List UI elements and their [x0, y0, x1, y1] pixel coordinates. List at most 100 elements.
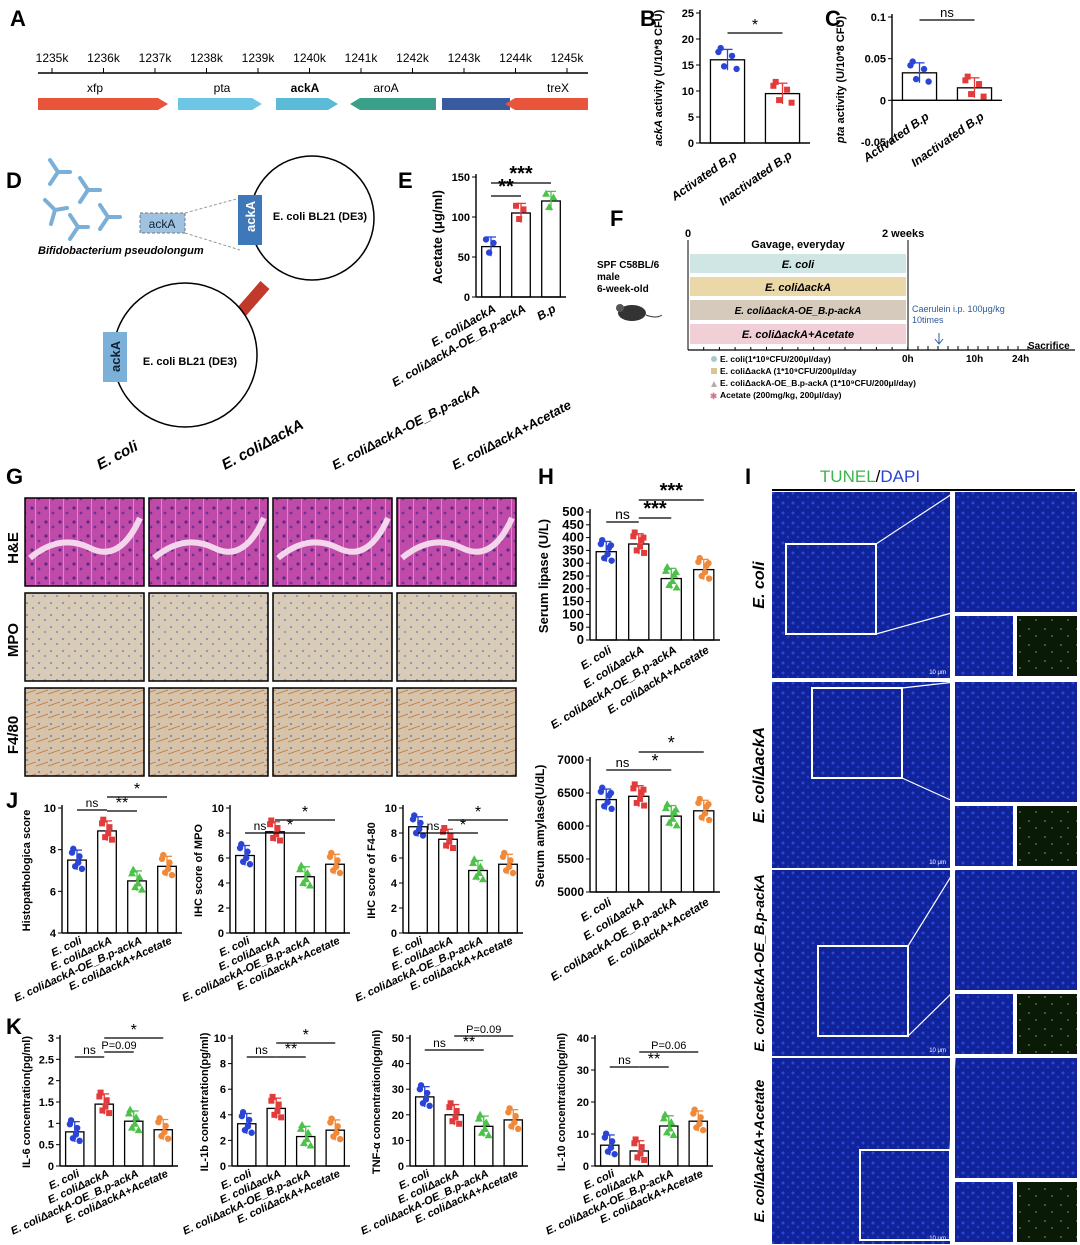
genome-tick-label: 1242k — [396, 51, 430, 65]
data-point — [476, 1110, 485, 1118]
y-tick-label: 0 — [464, 292, 470, 304]
y-tick-label: 8 — [218, 828, 224, 840]
data-point — [328, 849, 335, 857]
data-point — [962, 77, 969, 84]
mouse-icon — [616, 304, 663, 321]
svg-text:✱: ✱ — [710, 391, 718, 401]
significance-label: * — [668, 733, 675, 753]
data-point — [333, 863, 340, 870]
host-label-bottom: E. coli BL21 (DE3) — [143, 356, 237, 368]
y-tick-label: 4 — [220, 1110, 227, 1122]
category-label: E. coliΔackA-OE_B.p-ackA — [549, 896, 679, 983]
data-point — [663, 563, 672, 571]
data-point — [134, 1126, 143, 1134]
host-label-top: E. coli BL21 (DE3) — [273, 211, 367, 223]
y-tick-label: 40 — [392, 1059, 404, 1071]
data-point — [631, 781, 638, 788]
y-tick-label: 25 — [682, 8, 694, 20]
data-point — [474, 1114, 483, 1122]
tunel-channel-image — [1017, 806, 1077, 866]
tissue-septum — [400, 516, 515, 561]
category-label: B.p — [534, 301, 558, 323]
data-point — [717, 44, 724, 52]
data-point — [102, 834, 109, 841]
scale-bar-label: 10 μm — [929, 1236, 946, 1242]
group-bar-4 — [690, 324, 906, 344]
y-axis-label: IL-6 concentration(pg/ml) — [21, 1036, 33, 1168]
panel-letter-e: E — [398, 168, 413, 193]
gene-label: pta — [214, 81, 231, 95]
data-point — [441, 825, 448, 831]
data-point — [447, 1100, 454, 1107]
group-bar-label-1: E. coli — [782, 259, 815, 271]
y-tick-label: 10 — [392, 1135, 404, 1147]
y-tick-label: 0.1 — [871, 12, 886, 24]
data-point — [271, 1111, 278, 1118]
data-point — [607, 542, 615, 549]
data-point — [506, 863, 513, 870]
y-tick-label: 10 — [385, 803, 397, 815]
regimen-legend: E. coli(1*10⁹CFU/200μl/day) E. coliΔackA… — [710, 354, 916, 401]
bacteria-icon-cluster — [43, 158, 122, 241]
significance-label: ** — [463, 1034, 475, 1051]
bar — [511, 212, 531, 298]
svg-text:E. coli(1*10⁹CFU/200μl/day): E. coli(1*10⁹CFU/200μl/day) — [720, 354, 831, 364]
data-point — [99, 1107, 106, 1114]
significance-label: * — [131, 1022, 137, 1039]
data-point — [506, 1105, 513, 1112]
group-bar-label-2: E. coliΔackA — [765, 282, 831, 294]
y-tick-label: 0 — [398, 1161, 404, 1173]
data-point — [336, 1135, 344, 1143]
tissue-septum — [152, 516, 267, 561]
data-point — [278, 1114, 285, 1121]
data-point — [607, 789, 615, 797]
data-point — [641, 549, 648, 556]
data-point — [604, 799, 611, 806]
data-point — [912, 75, 920, 83]
timeline-t0: 0 — [685, 228, 691, 240]
data-point — [691, 1106, 698, 1113]
significance-label: ** — [285, 1041, 297, 1058]
data-point — [273, 831, 280, 838]
data-point — [76, 853, 83, 860]
data-point — [668, 814, 677, 822]
data-point — [156, 1115, 163, 1122]
tunel-row-label: E. coliΔackA-OE_B.p-ackA — [751, 874, 767, 1051]
data-point — [106, 1110, 113, 1117]
significance-label: ns — [616, 755, 630, 770]
significance-label: * — [287, 817, 293, 834]
data-point — [162, 1122, 169, 1130]
tunel-image-zoom — [955, 870, 1077, 990]
data-point — [604, 551, 611, 558]
data-point — [477, 1128, 486, 1136]
y-tick-label: 5500 — [557, 852, 584, 866]
svg-text:E. coliΔackA (1*10⁹CFU/200μl/d: E. coliΔackA (1*10⁹CFU/200μl/day — [720, 366, 857, 376]
y-axis-label: IHC score of F4-80 — [366, 822, 378, 919]
data-point — [696, 554, 703, 562]
data-point — [248, 1129, 255, 1136]
data-point — [633, 547, 640, 554]
genome-tick-label: 1238k — [190, 51, 224, 65]
data-point — [728, 52, 736, 60]
mouse-description: SPF C58BL/6 male 6-week-old — [597, 260, 660, 295]
y-tick-label: 100 — [562, 606, 584, 621]
panel-letter-f: F — [610, 206, 623, 231]
data-point — [303, 869, 312, 876]
significance-label: P=0.09 — [101, 1040, 136, 1052]
y-tick-label: 0 — [48, 1161, 54, 1173]
bacterium-name: Bifidobacterium pseudolongum — [38, 245, 204, 257]
y-tick-label: 6 — [220, 1084, 226, 1096]
data-point — [440, 828, 447, 835]
data-point — [520, 206, 527, 213]
stain-row-label: MPO — [5, 623, 22, 658]
data-point — [416, 826, 423, 833]
y-tick-label: 8 — [220, 1059, 226, 1071]
data-point — [161, 1129, 168, 1136]
y-tick-label: 200 — [562, 581, 584, 596]
group-column-header: E. coliΔackA — [219, 416, 307, 473]
histology-image — [396, 687, 517, 777]
data-point — [641, 802, 648, 809]
data-point — [490, 239, 497, 247]
